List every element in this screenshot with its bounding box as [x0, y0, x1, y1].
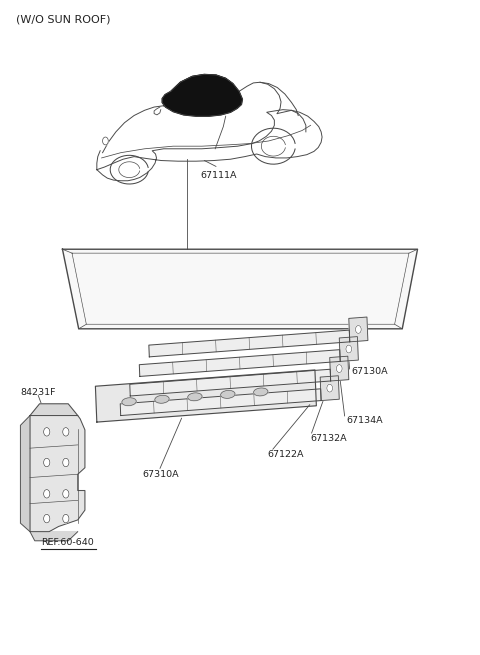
- Circle shape: [336, 365, 342, 373]
- Polygon shape: [149, 330, 350, 357]
- Polygon shape: [349, 317, 368, 342]
- Polygon shape: [139, 350, 340, 377]
- Polygon shape: [30, 404, 78, 415]
- Circle shape: [103, 137, 108, 145]
- Polygon shape: [120, 389, 321, 415]
- Ellipse shape: [221, 390, 235, 398]
- Text: 67130A: 67130A: [351, 367, 388, 377]
- Polygon shape: [30, 532, 78, 541]
- Polygon shape: [62, 250, 418, 329]
- Text: 84231F: 84231F: [21, 388, 56, 397]
- Circle shape: [63, 458, 69, 467]
- Circle shape: [44, 489, 50, 498]
- Polygon shape: [320, 376, 339, 401]
- Polygon shape: [162, 75, 242, 116]
- Circle shape: [44, 514, 50, 523]
- Text: REF.60-640: REF.60-640: [41, 538, 94, 547]
- Polygon shape: [330, 356, 349, 381]
- Polygon shape: [96, 370, 316, 422]
- Text: 67132A: 67132A: [311, 434, 347, 443]
- Polygon shape: [130, 369, 331, 396]
- Text: 67134A: 67134A: [347, 416, 383, 424]
- Ellipse shape: [155, 396, 169, 403]
- Circle shape: [63, 428, 69, 436]
- Polygon shape: [21, 415, 30, 532]
- Polygon shape: [339, 337, 359, 362]
- Ellipse shape: [253, 388, 268, 396]
- Circle shape: [327, 384, 333, 392]
- Ellipse shape: [188, 393, 202, 401]
- Circle shape: [356, 326, 361, 333]
- Circle shape: [346, 345, 352, 353]
- Circle shape: [44, 458, 50, 467]
- Circle shape: [63, 514, 69, 523]
- Text: 67310A: 67310A: [142, 470, 179, 479]
- Circle shape: [63, 489, 69, 498]
- Circle shape: [44, 428, 50, 436]
- Ellipse shape: [122, 398, 136, 405]
- Polygon shape: [30, 415, 85, 532]
- Text: (W/O SUN ROOF): (W/O SUN ROOF): [16, 14, 110, 24]
- Text: 67111A: 67111A: [200, 171, 237, 180]
- Text: 67122A: 67122A: [268, 449, 304, 458]
